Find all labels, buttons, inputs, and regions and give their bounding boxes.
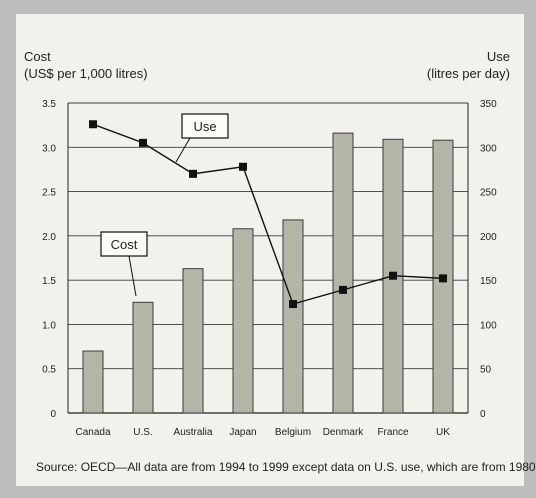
bar-canada — [83, 351, 103, 413]
x-tick-label: Japan — [229, 427, 256, 438]
x-tick-label: U.S. — [133, 427, 152, 438]
use-point — [89, 120, 97, 128]
right-tick-label: 350 — [480, 99, 497, 110]
bar-belgium — [283, 220, 303, 413]
use-callout-leader — [176, 138, 190, 162]
use-point — [239, 163, 247, 171]
right-tick-label: 0 — [480, 409, 486, 420]
left-tick-label: 1.0 — [42, 320, 56, 331]
x-tick-label: Denmark — [323, 427, 365, 438]
x-tick-label: France — [377, 427, 409, 438]
use-point — [389, 272, 397, 280]
use-point — [139, 139, 147, 147]
left-tick-label: 3.5 — [42, 99, 56, 110]
left-tick-label: 2.5 — [42, 188, 56, 199]
x-tick-label: Canada — [75, 427, 110, 438]
use-point — [339, 286, 347, 294]
cost-callout-label: Cost — [111, 237, 138, 252]
use-callout-label: Use — [193, 119, 216, 134]
left-tick-label: 2.0 — [42, 232, 56, 243]
x-tick-label: UK — [436, 427, 450, 438]
right-tick-label: 150 — [480, 276, 497, 287]
right-tick-label: 250 — [480, 188, 497, 199]
bar-us — [133, 302, 153, 413]
left-tick-label: 0.5 — [42, 365, 56, 376]
right-tick-label: 100 — [480, 320, 497, 331]
source-note: Source: OECD—All data are from 1994 to 1… — [36, 460, 536, 474]
x-tick-label: Australia — [174, 427, 213, 438]
right-tick-label: 50 — [480, 365, 492, 376]
left-tick-label: 0 — [50, 409, 56, 420]
bar-japan — [233, 229, 253, 413]
bar-denmark — [333, 133, 353, 413]
use-point — [289, 300, 297, 308]
cost-callout-leader — [129, 256, 136, 296]
x-tick-label: Belgium — [275, 427, 311, 438]
bar-australia — [183, 269, 203, 413]
right-tick-label: 300 — [480, 143, 497, 154]
left-tick-label: 1.5 — [42, 276, 56, 287]
left-tick-label: 3.0 — [42, 143, 56, 154]
use-point — [189, 170, 197, 178]
use-point — [439, 274, 447, 282]
right-tick-label: 200 — [480, 232, 497, 243]
